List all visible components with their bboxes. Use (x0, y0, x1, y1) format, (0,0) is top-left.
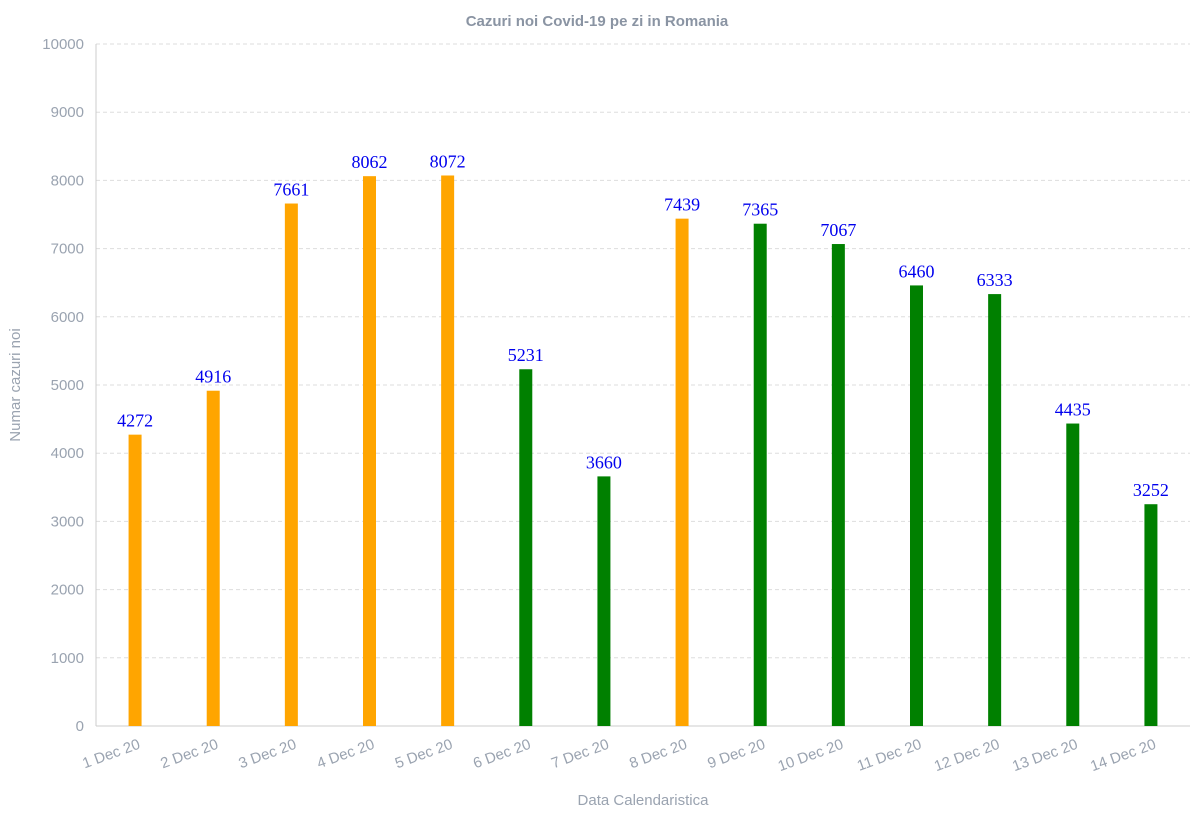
bar (128, 434, 142, 726)
x-tick-label: 14 Dec 20 (1088, 736, 1158, 775)
data-label: 4435 (1055, 400, 1091, 420)
data-label: 6460 (899, 261, 935, 281)
bar (206, 390, 220, 726)
data-label: 5231 (508, 345, 544, 365)
x-tick-label: 5 Dec 20 (393, 736, 455, 773)
x-tick-label: 13 Dec 20 (1010, 736, 1080, 775)
y-tick-label: 0 (76, 718, 84, 735)
y-tick-label: 6000 (51, 309, 84, 326)
x-tick-label: 12 Dec 20 (932, 736, 1002, 775)
data-label: 4916 (195, 367, 231, 387)
y-axis-ticks: 0 1000 2000 3000 4000 5000 6000 7000 8000 9000 100… (42, 36, 84, 735)
data-label: 7067 (820, 220, 856, 240)
x-tick-label: 6 Dec 20 (471, 736, 533, 773)
bar (597, 476, 611, 726)
data-labels: 4272 4916 7661 8062 8072 5231 3660 7439 7365 7067… (117, 151, 1169, 500)
y-tick-label: 1000 (51, 650, 84, 667)
data-label: 8062 (352, 152, 388, 172)
data-label: 7365 (742, 200, 778, 220)
data-label: 3660 (586, 452, 622, 472)
y-axis-label: Numar cazuri noi (7, 328, 24, 441)
bar (519, 369, 533, 726)
bar (1066, 423, 1080, 726)
y-tick-label: 2000 (51, 582, 84, 599)
x-tick-label: 4 Dec 20 (315, 736, 377, 773)
bar (675, 218, 689, 726)
y-tick-label: 3000 (51, 513, 84, 530)
y-tick-label: 9000 (51, 104, 84, 121)
chart-title: Cazuri noi Covid-19 pe zi in Romania (466, 13, 729, 30)
y-tick-label: 5000 (51, 377, 84, 394)
data-label: 6333 (977, 270, 1013, 290)
data-label: 4272 (117, 411, 153, 431)
gridlines (96, 43, 1190, 659)
data-label: 3252 (1133, 480, 1169, 500)
bar (988, 294, 1002, 726)
x-tick-label: 1 Dec 20 (80, 736, 142, 773)
data-label: 7439 (664, 195, 700, 215)
bar (284, 203, 298, 727)
y-tick-label: 4000 (51, 445, 84, 462)
x-tick-label: 2 Dec 20 (158, 736, 220, 773)
x-axis-ticks: 1 Dec 20 2 Dec 20 3 Dec 20 4 Dec 20 5 Dec 20… (80, 736, 1158, 775)
x-tick-label: 9 Dec 20 (705, 736, 767, 773)
data-label: 7661 (273, 180, 309, 200)
bar (363, 176, 376, 726)
y-tick-label: 7000 (51, 241, 84, 258)
x-axis-label: Data Calendaristica (578, 792, 710, 809)
x-tick-label: 8 Dec 20 (627, 736, 689, 773)
x-tick-label: 7 Dec 20 (549, 736, 611, 773)
x-tick-label: 3 Dec 20 (236, 736, 298, 773)
data-label: 8072 (430, 151, 466, 171)
bar (910, 285, 923, 726)
bar (441, 175, 455, 726)
bar (831, 244, 845, 727)
x-tick-label: 10 Dec 20 (776, 736, 846, 775)
y-tick-label: 8000 (51, 172, 84, 189)
bars (128, 175, 1158, 727)
bar (1144, 504, 1158, 726)
y-tick-label: 10000 (42, 36, 84, 53)
bar (753, 223, 767, 726)
x-tick-label: 11 Dec 20 (855, 736, 924, 775)
